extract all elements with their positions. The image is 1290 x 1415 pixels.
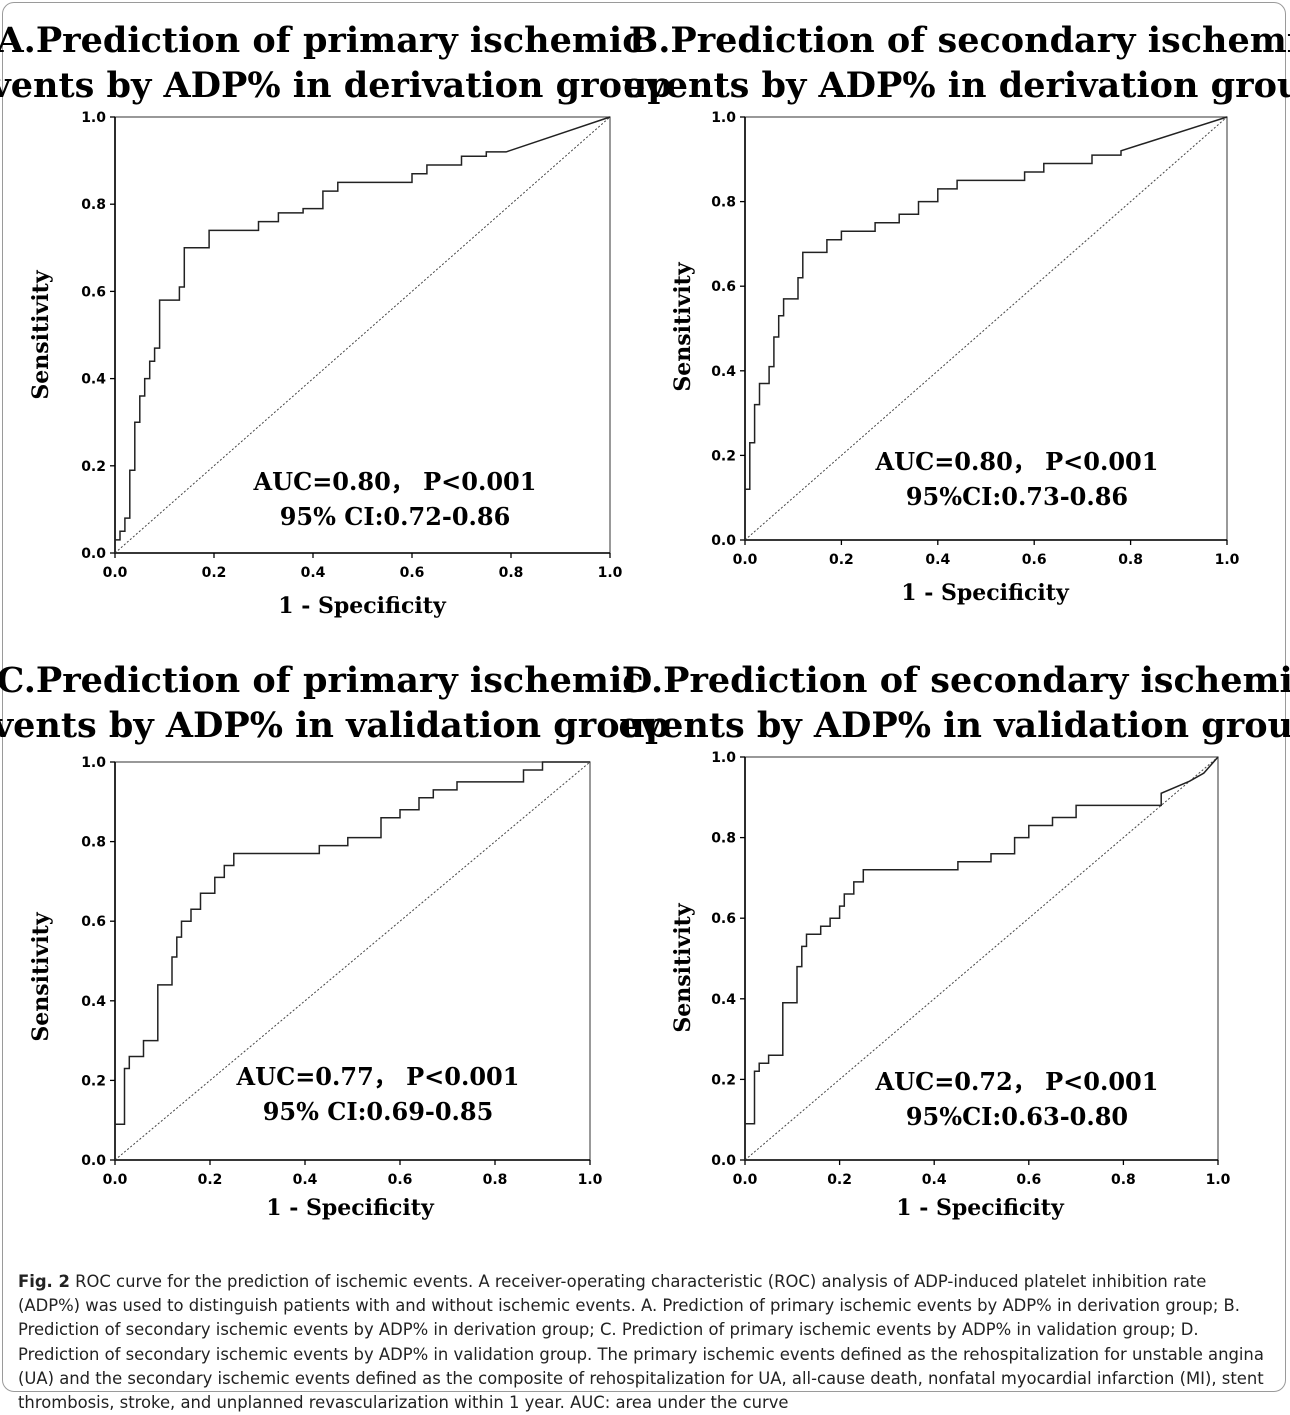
auc-annotation: AUC=0.72， P<0.001 (875, 1067, 1159, 1096)
x-tick-label: 0.2 (202, 565, 227, 581)
y-tick-label: 0.8 (81, 197, 106, 213)
x-tick-label: 0.4 (301, 565, 326, 581)
x-tick-label: 0.8 (1111, 1172, 1136, 1188)
reference-diagonal-line (744, 116, 1228, 541)
panel-c: C.Prediction of primary ischemic events … (0, 660, 669, 1221)
figure-caption: Fig. 2 ROC curve for the prediction of i… (18, 1270, 1272, 1415)
y-tick-label: 1.0 (81, 110, 106, 126)
y-tick-label: 0.0 (711, 1153, 736, 1169)
auc-annotation: AUC=0.80， P<0.001 (253, 467, 537, 496)
y-tick-label: 0.6 (81, 914, 106, 930)
y-tick-label: 0.8 (711, 831, 736, 847)
x-tick-label: 0.2 (827, 1172, 852, 1188)
x-tick-label: 0.8 (499, 565, 524, 581)
y-tick-label: 0.6 (711, 911, 736, 927)
y-tick-label: 0.8 (711, 195, 736, 211)
y-tick-label: 0.4 (711, 364, 736, 380)
x-tick-label: 0.8 (1118, 552, 1143, 568)
x-tick-label: 0.0 (103, 1172, 128, 1188)
roc-figure: A.Prediction of primary ischemic events … (0, 20, 1290, 1221)
y-tick-label: 0.2 (711, 448, 736, 464)
auc-annotation: AUC=0.80， P<0.001 (875, 447, 1159, 476)
y-tick-label: 0.2 (81, 1073, 106, 1089)
y-tick-label: 0.6 (81, 284, 106, 300)
reference-diagonal-line (114, 761, 591, 1161)
x-tick-label: 0.6 (1016, 1172, 1041, 1188)
y-tick-label: 0.0 (711, 533, 736, 549)
panel-title-line-1: B.Prediction of secondary ischemic (629, 20, 1290, 61)
y-tick-label: 0.4 (81, 994, 106, 1010)
panel-d: D.Prediction of secondary ischemic event… (619, 660, 1290, 1221)
ci-annotation: 95%CI:0.73-0.86 (906, 482, 1128, 511)
x-tick-label: 0.8 (483, 1172, 508, 1188)
x-tick-label: 1.0 (578, 1172, 603, 1188)
panel-title-line-1: C.Prediction of primary ischemic (0, 660, 644, 701)
figure-frame (2, 2, 1286, 1392)
panel-title-line-2: events by ADP% in validation group (619, 705, 1290, 746)
x-axis-label: 1 - Specificity (896, 1195, 1065, 1221)
reference-diagonal-line (114, 116, 611, 554)
y-axis-label: Sensitivity (670, 261, 696, 391)
roc-curve-line (744, 756, 1219, 1160)
roc-curve-line (744, 116, 1228, 540)
x-tick-label: 1.0 (1206, 1172, 1231, 1188)
y-tick-label: 0.0 (81, 546, 106, 562)
y-tick-label: 0.4 (711, 992, 736, 1008)
caption-text: ROC curve for the prediction of ischemic… (18, 1272, 1264, 1413)
x-tick-label: 0.0 (103, 565, 128, 581)
y-tick-label: 0.2 (711, 1072, 736, 1088)
panel-title-line-2: events by ADP% in derivation group (623, 65, 1290, 106)
x-tick-label: 0.4 (925, 552, 950, 568)
y-tick-label: 0.6 (711, 279, 736, 295)
auc-annotation: AUC=0.77， P<0.001 (236, 1062, 520, 1091)
x-tick-label: 0.6 (1022, 552, 1047, 568)
x-axis-label: 1 - Specificity (278, 593, 447, 619)
y-axis-label: Sensitivity (670, 902, 696, 1032)
y-tick-label: 1.0 (81, 755, 106, 771)
x-tick-label: 0.2 (198, 1172, 223, 1188)
reference-diagonal-line (744, 756, 1219, 1161)
panel-a: A.Prediction of primary ischemic events … (0, 20, 672, 619)
y-tick-label: 1.0 (711, 110, 736, 126)
x-axis-label: 1 - Specificity (901, 580, 1070, 606)
x-tick-label: 0.6 (400, 565, 425, 581)
x-axis-label: 1 - Specificity (266, 1195, 435, 1221)
x-tick-label: 0.4 (922, 1172, 947, 1188)
roc-curve-line (114, 761, 590, 1160)
y-tick-label: 1.0 (711, 750, 736, 766)
y-tick-label: 0.2 (81, 459, 106, 475)
y-axis-label: Sensitivity (28, 911, 54, 1041)
panel-title-line-2: events by ADP% in validation group (0, 705, 669, 746)
x-tick-label: 0.6 (388, 1172, 413, 1188)
y-tick-label: 0.0 (81, 1153, 106, 1169)
x-tick-label: 1.0 (1215, 552, 1240, 568)
y-axis-label: Sensitivity (28, 269, 54, 399)
panel-title-line-2: events by ADP% in derivation group (0, 65, 672, 106)
panel-title-line-1: D.Prediction of secondary ischemic (622, 660, 1290, 701)
ci-annotation: 95% CI:0.72-0.86 (280, 502, 511, 531)
x-tick-label: 0.4 (293, 1172, 318, 1188)
y-tick-label: 0.4 (81, 372, 106, 388)
caption-label: Fig. 2 (18, 1272, 70, 1291)
x-tick-label: 0.0 (733, 1172, 758, 1188)
ci-annotation: 95%CI:0.63-0.80 (906, 1102, 1128, 1131)
roc-curve-line (114, 116, 611, 553)
panel-b: B.Prediction of secondary ischemic event… (623, 20, 1290, 606)
y-tick-label: 0.8 (81, 835, 106, 851)
panel-title-line-1: A.Prediction of primary ischemic (0, 20, 644, 61)
x-tick-label: 1.0 (598, 565, 623, 581)
ci-annotation: 95% CI:0.69-0.85 (263, 1097, 494, 1126)
x-tick-label: 0.0 (733, 552, 758, 568)
x-tick-label: 0.2 (829, 552, 854, 568)
